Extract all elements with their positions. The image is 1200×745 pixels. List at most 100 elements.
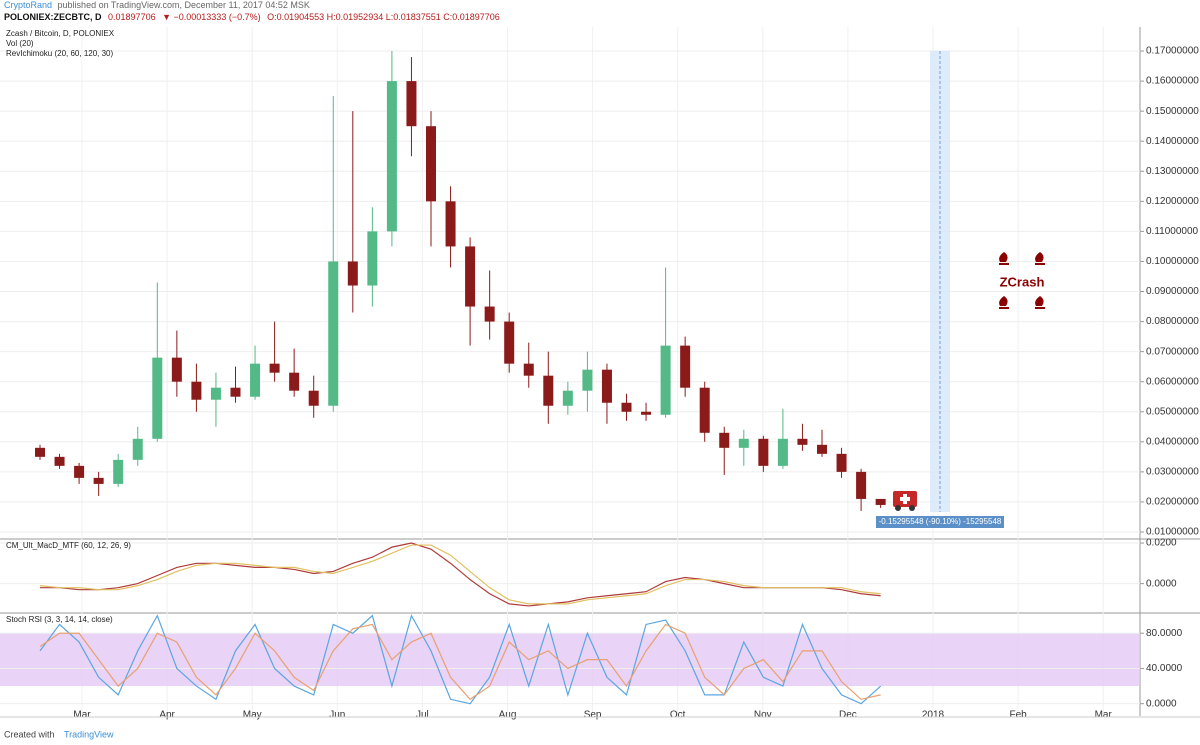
candle-body	[738, 438, 749, 448]
candle-body	[699, 387, 710, 433]
x-tick-label: Apr	[159, 710, 175, 721]
candle-body	[152, 357, 163, 439]
y-tick-label: 0.09000000	[1146, 286, 1199, 297]
y-tick-label: 0.01000000	[1146, 527, 1199, 538]
published: published on TradingView.com, December 1…	[58, 0, 310, 10]
candle-body	[621, 402, 632, 412]
candle-body	[719, 432, 730, 448]
symbol-line: POLONIEX:ZECBTC, D 0.01897706 ▼ −0.00013…	[4, 12, 500, 22]
author[interactable]: CryptoRand	[4, 0, 52, 10]
y-tick-label: 0.05000000	[1146, 406, 1199, 417]
candle-body	[817, 444, 827, 454]
y-tick-label: 0.13000000	[1146, 166, 1199, 177]
candle-body	[641, 411, 652, 415]
candle-body	[386, 81, 397, 232]
y-tick-label: 0.0000	[1146, 698, 1177, 709]
candle-body	[289, 372, 300, 391]
y-tick-label: 0.15000000	[1146, 106, 1199, 117]
x-tick-label: Aug	[499, 710, 517, 721]
y-tick-label: 0.02000000	[1146, 497, 1199, 508]
candle-body	[543, 375, 554, 406]
x-tick-label: Feb	[1009, 710, 1027, 721]
y-tick-label: 0.07000000	[1146, 346, 1199, 357]
candle-body	[777, 438, 788, 466]
candle-body	[367, 231, 378, 286]
pane-title: CM_Ult_MacD_MTF (60, 12, 26, 9)	[6, 541, 131, 550]
x-tick-label: Mar	[73, 710, 91, 721]
indicator-legend: RevIchimoku (20, 60, 120, 30)	[6, 49, 114, 58]
candle-body	[250, 363, 261, 397]
candle-body	[74, 465, 85, 478]
candle-body	[582, 369, 593, 391]
indicator-line	[40, 542, 881, 607]
candle-body	[406, 81, 417, 127]
y-tick-label: 40.0000	[1146, 663, 1183, 674]
x-tick-label: Jul	[416, 710, 429, 721]
footer-brand[interactable]: TradingView	[64, 729, 114, 739]
footer-created: Created with	[4, 729, 55, 739]
candle-body	[523, 363, 534, 376]
plot: Mar Apr May Jun Jul Aug Sep Oct Nov Dec 2018 Feb Mar…	[0, 27, 1200, 721]
candle-body	[426, 126, 436, 202]
y-tick-label: 0.03000000	[1146, 467, 1199, 478]
candle-body	[230, 387, 241, 397]
candle-body	[54, 456, 65, 466]
y-tick-label: 0.17000000	[1146, 46, 1199, 57]
measure-label: -0.15295548 (-90.10%) -15295548	[879, 517, 1002, 526]
indicator-line	[39, 614, 882, 705]
y-tick-label: 0.06000000	[1146, 376, 1199, 387]
change: ▼ −0.00013333 (−0.7%)	[162, 12, 260, 22]
band-fill	[0, 633, 1140, 687]
x-tick-label: 2018	[922, 710, 945, 721]
x-tick-label: Oct	[670, 710, 686, 721]
candle-body	[836, 453, 847, 472]
measure-label-box	[876, 516, 1004, 528]
candle-body	[601, 369, 612, 403]
candle-body	[562, 390, 573, 406]
symbol: POLONIEX:ZECBTC, D	[4, 12, 102, 22]
y-tick-label: 0.12000000	[1146, 196, 1199, 207]
x-tick-label: Jun	[329, 710, 345, 721]
candle-body	[504, 321, 515, 364]
y-tick-label: 0.10000000	[1146, 256, 1199, 267]
candle-body	[445, 201, 456, 247]
pane-title: Zcash / Bitcoin, D, POLONIEX	[6, 29, 115, 38]
candle-body	[347, 261, 358, 286]
y-tick-label: 0.04000000	[1146, 436, 1199, 447]
candle-body	[758, 438, 769, 466]
ambulance-icon	[893, 491, 917, 511]
last-price: 0.01897706	[108, 12, 156, 22]
flame-icons	[999, 252, 1045, 309]
candle-body	[328, 261, 339, 406]
y-tick-label: 0.0200	[1146, 538, 1177, 549]
candle-body	[875, 498, 886, 505]
x-tick-label: May	[243, 710, 262, 721]
y-tick-label: 0.08000000	[1146, 316, 1199, 327]
candle-body	[484, 306, 495, 322]
y-tick-label: 0.16000000	[1146, 76, 1199, 87]
candle-body	[210, 387, 221, 400]
candle-body	[93, 477, 104, 484]
pane-title: Stoch RSI (3, 3, 14, 14, close)	[6, 615, 113, 624]
header-line: CryptoRand published on TradingView.com,…	[4, 0, 310, 10]
candle-body	[269, 363, 280, 373]
indicator-line	[39, 623, 881, 701]
zcrash-label: ZCrash	[1000, 274, 1045, 289]
candle-body	[660, 345, 671, 415]
candle-body	[132, 438, 143, 460]
y-tick-label: 0.0000	[1146, 578, 1177, 589]
y-tick-label: 0.11000000	[1146, 226, 1199, 237]
x-tick-label: Sep	[584, 710, 602, 721]
candle-body	[113, 459, 124, 484]
candle-body	[191, 381, 202, 400]
candle-body	[797, 438, 808, 445]
candle-body	[465, 246, 476, 307]
candle-body	[308, 390, 319, 406]
x-tick-label: Nov	[754, 710, 772, 721]
x-tick-label: Dec	[839, 710, 857, 721]
y-tick-label: 80.0000	[1146, 628, 1183, 639]
x-tick-label: Mar	[1095, 710, 1113, 721]
ohlc: O:0.01904553 H:0.01952934 L:0.01837551 C…	[267, 12, 500, 22]
